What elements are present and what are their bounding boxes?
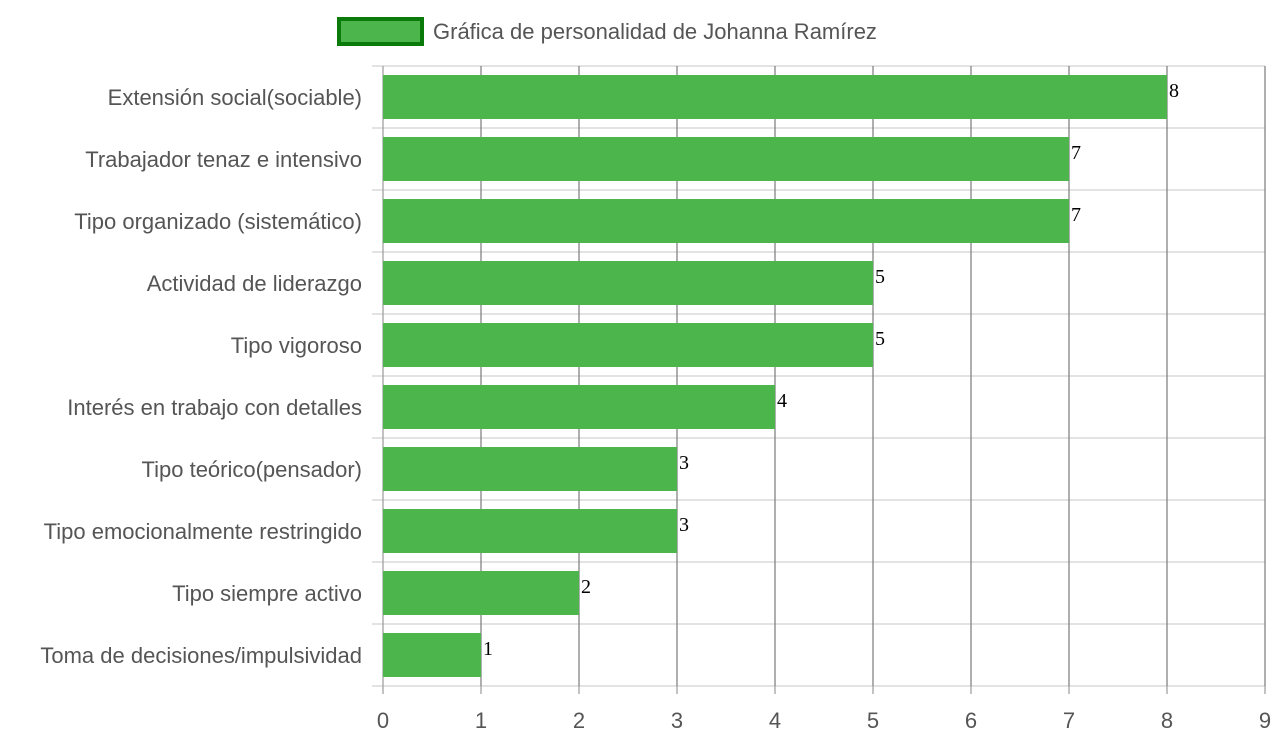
category-label: Toma de decisiones/impulsividad [40, 643, 362, 668]
data-label: 7 [1071, 204, 1081, 226]
legend[interactable]: Gráfica de personalidad de Johanna Ramír… [337, 17, 877, 46]
x-tick-label: 6 [965, 708, 977, 733]
bar[interactable] [383, 385, 775, 429]
x-tick-label: 0 [377, 708, 389, 733]
data-label: 5 [875, 328, 885, 350]
category-label: Tipo siempre activo [172, 581, 362, 606]
category-label: Actividad de liderazgo [147, 271, 362, 296]
category-label: Extensión social(sociable) [108, 85, 362, 110]
x-tick-label: 5 [867, 708, 879, 733]
legend-swatch [337, 17, 424, 46]
bar[interactable] [383, 75, 1167, 119]
bar[interactable] [383, 447, 677, 491]
data-label: 3 [679, 514, 689, 536]
x-tick-label: 2 [573, 708, 585, 733]
bar[interactable] [383, 509, 677, 553]
x-tick-label: 7 [1063, 708, 1075, 733]
category-label: Trabajador tenaz e intensivo [85, 147, 362, 172]
bar[interactable] [383, 323, 873, 367]
category-label: Interés en trabajo con detalles [67, 395, 362, 420]
x-tick-label: 3 [671, 708, 683, 733]
bars [383, 75, 1167, 677]
bar[interactable] [383, 137, 1069, 181]
bar[interactable] [383, 199, 1069, 243]
x-tick-label: 8 [1161, 708, 1173, 733]
data-label: 8 [1169, 80, 1179, 102]
x-tick-label: 9 [1259, 708, 1271, 733]
bar[interactable] [383, 571, 579, 615]
data-label: 4 [777, 390, 787, 412]
category-label: Tipo vigoroso [231, 333, 362, 358]
legend-label: Gráfica de personalidad de Johanna Ramír… [433, 19, 877, 44]
category-label: Tipo organizado (sistemático) [74, 209, 362, 234]
data-label: 5 [875, 266, 885, 288]
data-label: 2 [581, 576, 591, 598]
x-tick-label: 1 [475, 708, 487, 733]
data-label: 7 [1071, 142, 1081, 164]
category-label: Tipo teórico(pensador) [141, 457, 362, 482]
bar[interactable] [383, 633, 481, 677]
category-label: Tipo emocionalmente restringido [44, 519, 362, 544]
data-label: 1 [483, 638, 493, 660]
bar[interactable] [383, 261, 873, 305]
data-label: 3 [679, 452, 689, 474]
x-tick-label: 4 [769, 708, 781, 733]
labels: 0 1 2 3 4 5 6 7 8 9 Extensión social(sociable) 8 Tra… [40, 80, 1271, 733]
